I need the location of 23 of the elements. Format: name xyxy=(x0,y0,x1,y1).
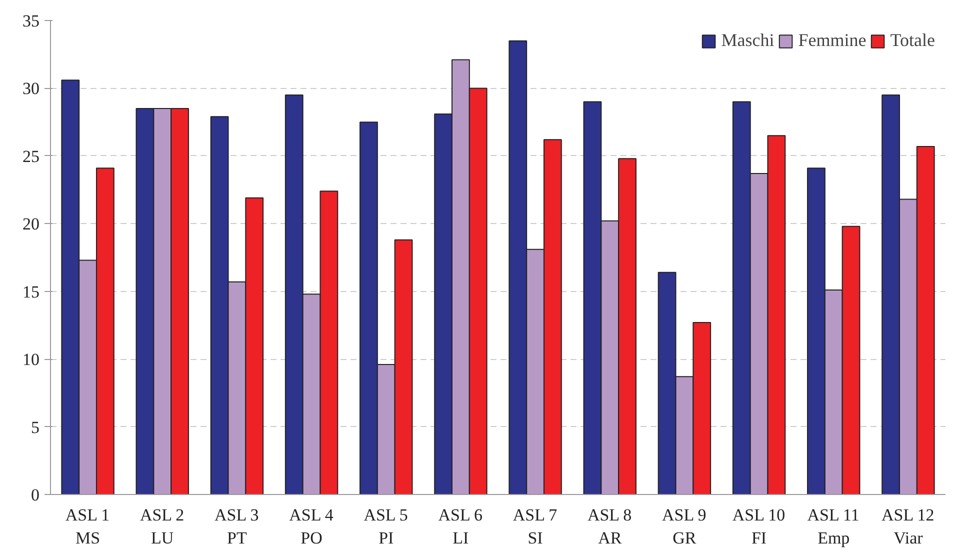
x-tick-label: ASL 7 SI xyxy=(512,506,558,548)
x-tick-label: ASL 6 LI xyxy=(438,506,483,548)
y-tick-label: 10 xyxy=(22,350,40,370)
y-tick-label: 0 xyxy=(31,486,40,504)
x-tick-label: ASL 10 FI xyxy=(732,506,786,548)
legend-label: Maschi xyxy=(721,30,774,51)
y-tick-label: 15 xyxy=(22,282,40,302)
y-tick-label: 35 xyxy=(22,12,40,30)
x-tick-label: ASL 5 PI xyxy=(364,506,408,548)
x-tick-label: ASL 3 PT xyxy=(214,506,259,548)
x-tick-label: ASL 9 GR xyxy=(662,506,706,548)
x-tick-label: ASL 8 AR xyxy=(587,506,632,548)
x-tick-label: ASL 2 LU xyxy=(140,506,184,548)
y-tick-label: 20 xyxy=(22,214,40,234)
x-tick-label: ASL 1 MS xyxy=(65,506,110,548)
x-tick-label: ASL 4 PO xyxy=(289,506,334,548)
y-tick-label: 30 xyxy=(22,79,40,98)
y-tick-label: 5 xyxy=(31,418,40,437)
legend-label: Totale xyxy=(890,30,935,51)
x-tick-label: ASL 11 Emp xyxy=(807,506,860,548)
x-tick-label: ASL 12 Viar xyxy=(882,506,934,548)
legend-label: Femmine xyxy=(798,30,866,51)
y-tick-label: 25 xyxy=(22,146,40,166)
